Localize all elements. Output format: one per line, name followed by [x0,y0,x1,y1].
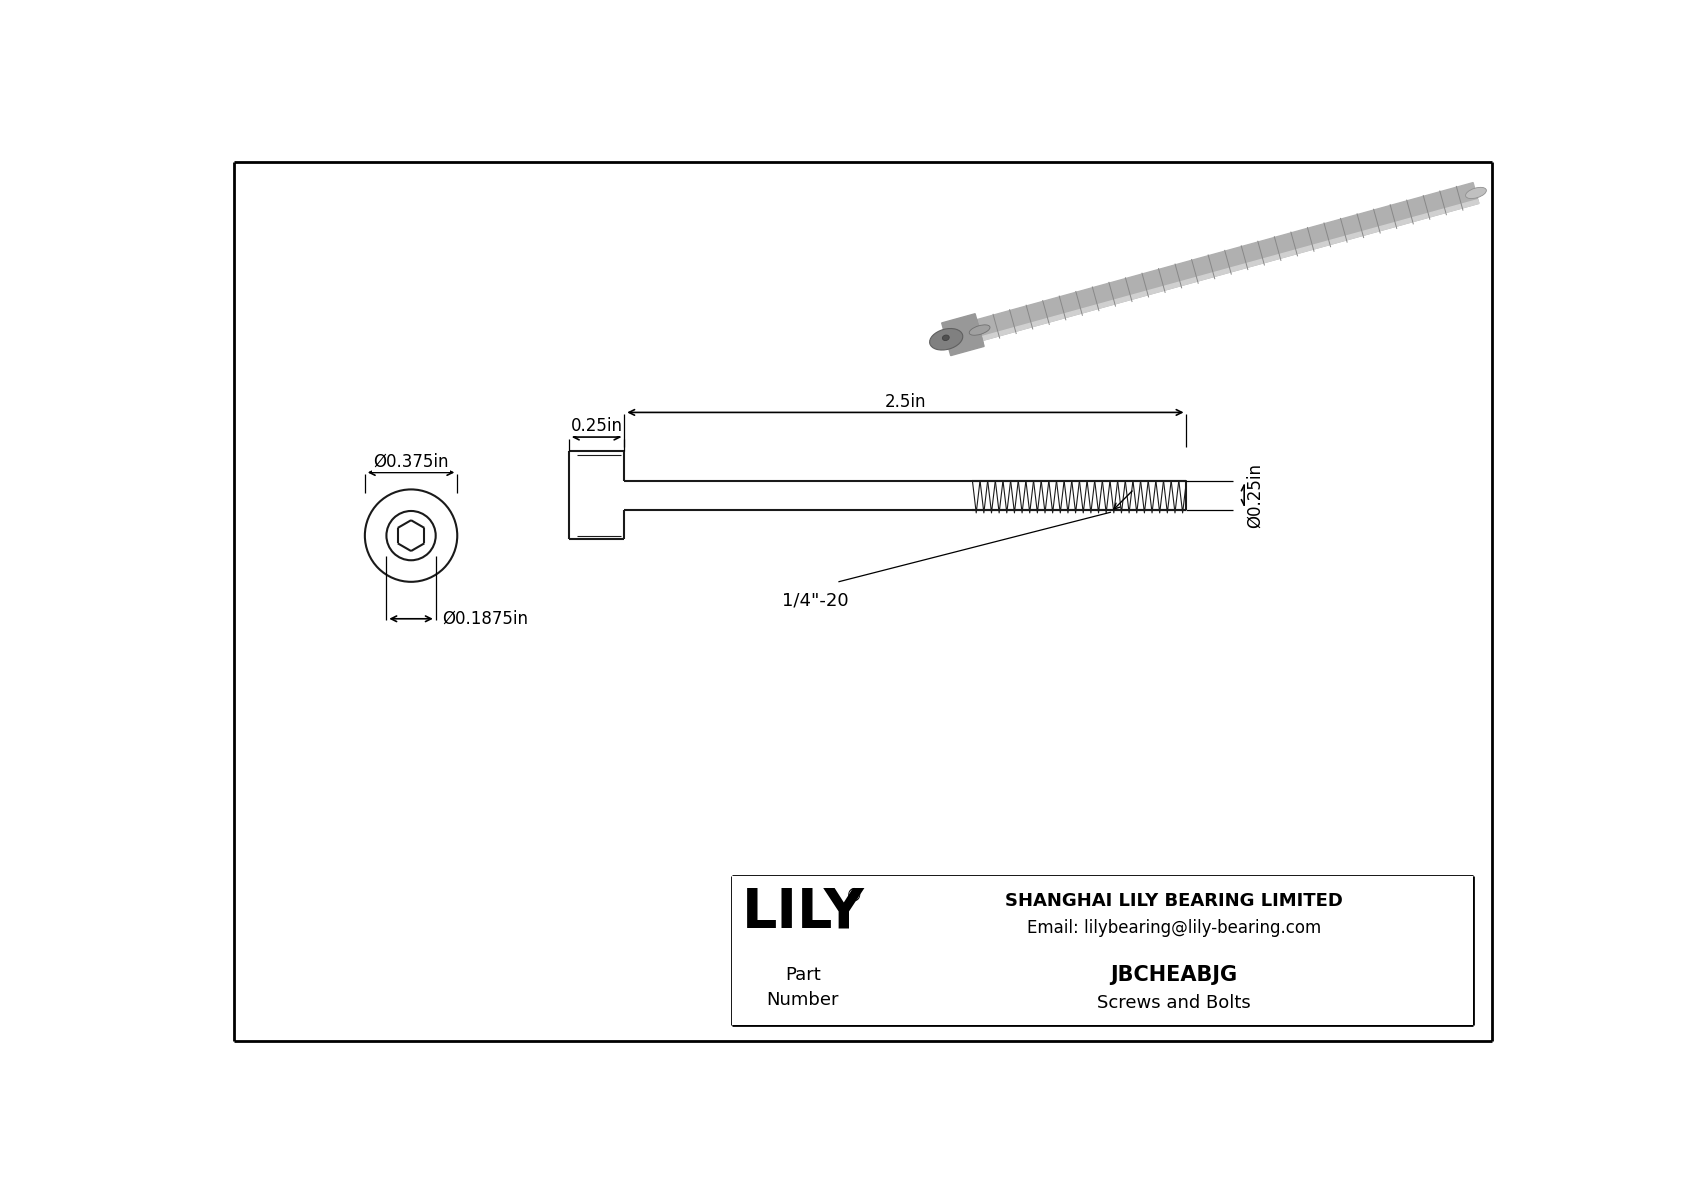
Text: Ø0.1875in: Ø0.1875in [441,610,527,628]
Bar [733,875,1474,1025]
Polygon shape [941,313,983,356]
Text: 1/4"-20: 1/4"-20 [781,591,849,609]
Text: ®: ® [845,887,862,905]
Text: Part
Number: Part Number [766,966,839,1009]
Ellipse shape [930,329,963,350]
Polygon shape [982,200,1479,341]
Text: SHANGHAI LILY BEARING LIMITED: SHANGHAI LILY BEARING LIMITED [1005,892,1342,910]
Text: 2.5in: 2.5in [884,393,926,411]
Ellipse shape [970,325,990,335]
Text: Screws and Bolts: Screws and Bolts [1096,994,1251,1012]
Text: Email: lilybearing@lily-bearing.com: Email: lilybearing@lily-bearing.com [1027,919,1320,937]
Ellipse shape [943,335,950,341]
Polygon shape [977,182,1479,341]
Ellipse shape [1465,187,1487,199]
Text: JBCHEABJG: JBCHEABJG [1110,965,1238,985]
Text: LILY: LILY [741,886,864,940]
Text: Ø0.375in: Ø0.375in [374,453,450,470]
Text: Ø0.25in: Ø0.25in [1246,462,1265,528]
Text: 0.25in: 0.25in [571,417,623,435]
